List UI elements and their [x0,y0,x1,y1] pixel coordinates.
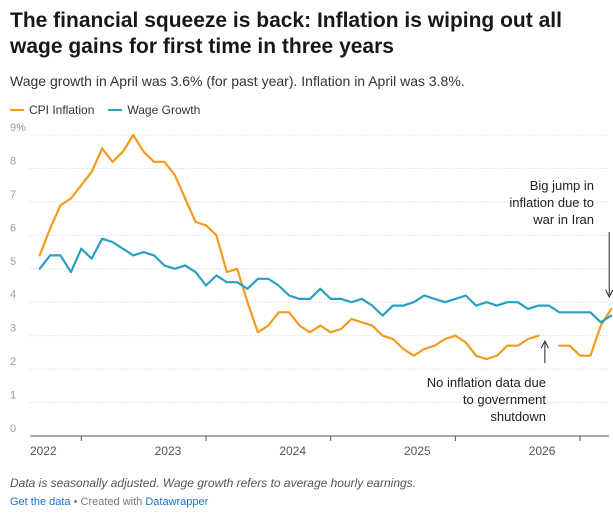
y-tick-label-0: 0 [10,423,16,435]
annotation-iran: Big jump in inflation due to war in Iran [509,178,594,227]
legend-label-wage: Wage Growth [127,103,201,117]
y-tick-label-8: 8 [10,155,16,167]
x-tick-label-2023: 2023 [155,444,182,458]
annotation-arrowhead-iran [605,289,613,299]
y-tick-label-5: 5 [10,256,16,268]
legend-item-wage: Wage Growth [108,103,200,117]
legend-item-cpi: CPI Inflation [10,103,94,117]
annotation-arrowhead-shutdown [540,339,549,349]
chart-title: The financial squeeze is back: Inflation… [10,9,562,58]
series-line-cpi [38,133,613,361]
legend-label-cpi: CPI Inflation [29,103,95,117]
legend-swatch-cpi [10,109,24,111]
footer-separator: • Created with [70,496,146,508]
get-data-link[interactable]: Get the data [10,496,71,508]
y-tick-label-3: 3 [10,323,16,335]
y-tick-label-4: 4 [10,289,16,301]
annotation-shutdown: No inflation data due to government shutdo… [427,375,547,424]
x-tick-label-2024: 2024 [279,444,306,458]
x-tick-label-2022: 2022 [30,444,57,458]
line-chart: 0 1 2 3 4 5 6 7 8 9% 2022 2023 2024 2025 2026 Big jump… [10,122,613,458]
x-tick-label-2026: 2026 [529,444,556,458]
series-line-wage [38,237,613,324]
y-tick-label-7: 7 [10,189,16,201]
chart-subtitle: Wage growth in April was 3.6% (for past … [10,73,465,89]
y-tick-label-1: 1 [10,390,16,402]
x-tick-label-2025: 2025 [404,444,431,458]
y-tick-label-6: 6 [10,222,16,234]
chart-footer: Get the data • Created with Datawrapper [10,496,208,508]
y-tick-label-2: 2 [10,356,16,368]
legend-swatch-wage [108,109,123,111]
datawrapper-link[interactable]: Datawrapper [145,496,209,508]
y-tick-label-9: 9% [10,122,26,134]
chart-legend: CPI Inflation Wage Growth [10,103,200,117]
chart-notes: Data is seasonally adjusted. Wage growth… [10,476,417,490]
